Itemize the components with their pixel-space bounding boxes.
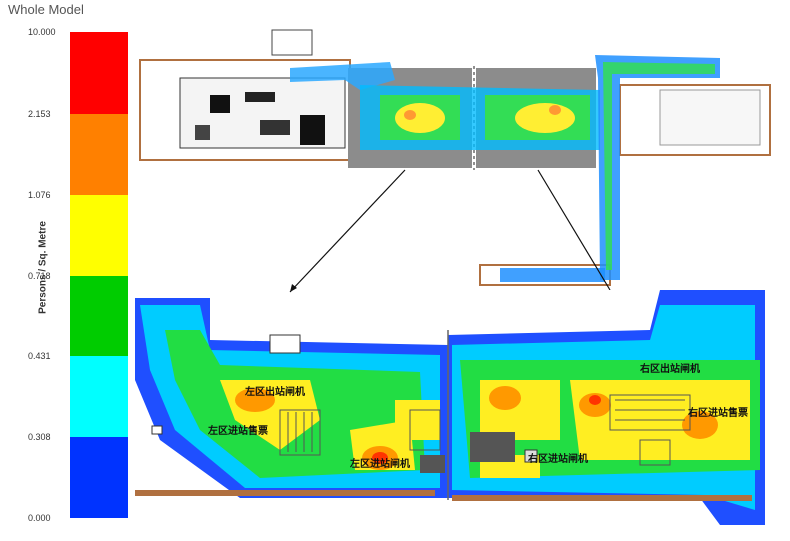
- legend-tick-6: 0.000: [28, 513, 51, 523]
- legend-band-green: [70, 276, 128, 356]
- legend-band-cyan: [70, 356, 128, 437]
- legend-tick-5: 0.308: [28, 432, 51, 442]
- zoomed-map: [132, 290, 766, 530]
- label-right-exit-gates: 右区出站闸机: [640, 364, 700, 375]
- legend-title: Whole Model: [8, 2, 84, 17]
- legend-tick-4: 0.431: [28, 351, 51, 361]
- label-left-exit-gates: 左区出站闸机: [245, 387, 305, 398]
- legend-band-orange: [70, 114, 128, 195]
- legend-band-yellow: [70, 195, 128, 276]
- legend-tick-0: 10.000: [28, 27, 56, 37]
- label-left-entry-gates: 左区进站闸机: [350, 459, 410, 470]
- legend-band-blue: [70, 437, 128, 518]
- label-right-ticketing: 右区进站售票: [688, 408, 748, 419]
- legend-band-red: [70, 32, 128, 114]
- overview-map: [139, 29, 771, 293]
- legend-tick-3: 0.718: [28, 271, 51, 281]
- label-right-entry-gates: 右区进站闸机: [528, 454, 588, 465]
- label-left-ticketing: 左区进站售票: [208, 426, 268, 437]
- legend-tick-1: 2.153: [28, 109, 51, 119]
- legend-tick-2: 1.076: [28, 190, 51, 200]
